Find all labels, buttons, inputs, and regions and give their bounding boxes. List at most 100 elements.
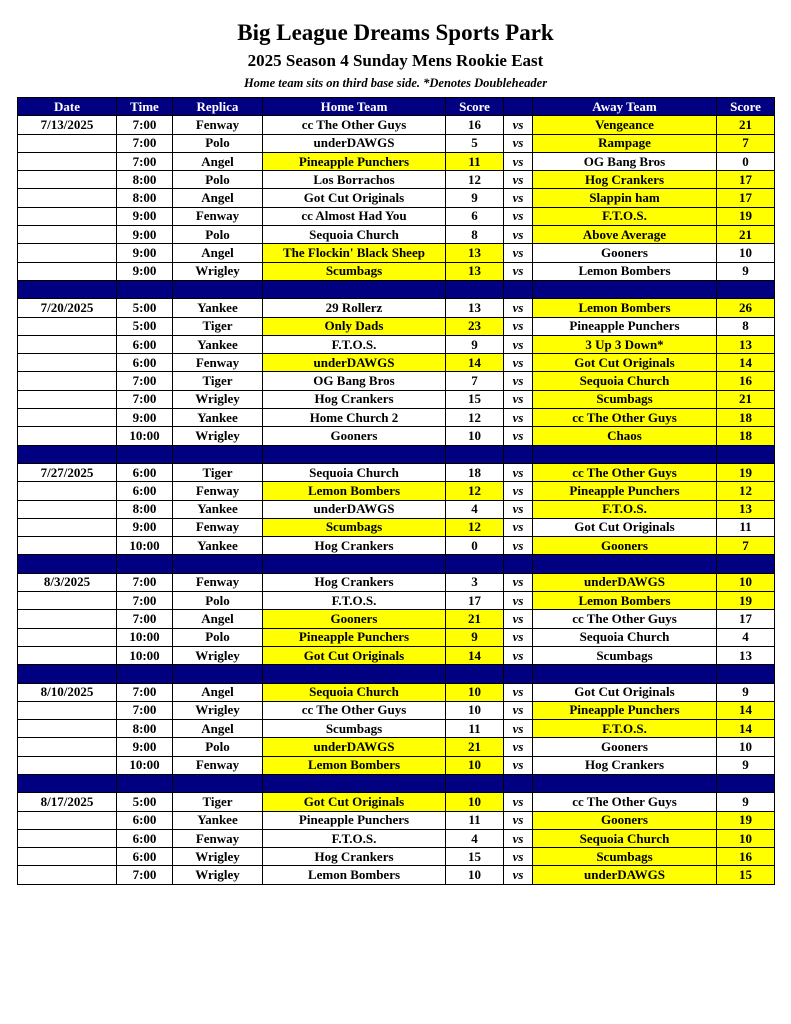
home-team-cell: underDAWGS: [262, 499, 446, 519]
separator-cell: [17, 554, 117, 574]
time-cell: 8:00: [116, 719, 173, 739]
time-cell: 6:00: [116, 462, 173, 483]
time-cell: 7:00: [116, 609, 173, 629]
away-team-cell: Sequoia Church: [532, 371, 717, 391]
separator-cell: [116, 444, 173, 464]
replica-cell: Fenway: [172, 353, 263, 373]
away-score-cell: 10: [716, 243, 775, 263]
home-score-cell: 15: [445, 389, 504, 410]
table-row: 10:00 Wrigley Got Cut Originals 14 vs Scumbag…: [17, 645, 775, 666]
away-team-cell: cc The Other Guys: [532, 408, 717, 428]
home-score-cell: 4: [445, 828, 504, 849]
table-row: 6:00 Fenway F.T.O.S. 4 vs Sequoia Church 10: [17, 828, 775, 849]
time-cell: 10:00: [116, 755, 173, 775]
vs-cell: vs: [503, 115, 533, 135]
home-score-cell: 16: [445, 115, 504, 135]
away-team-cell: Slappin ham: [532, 188, 717, 208]
table-row: 9:00 Wrigley Scumbags 13 vs Lemon Bombers 9: [17, 261, 775, 281]
date-cell: [17, 389, 117, 410]
home-team-cell: Pineapple Punchers: [262, 627, 446, 647]
away-score-cell: 17: [716, 188, 775, 208]
time-cell: 9:00: [116, 408, 173, 428]
replica-cell: Angel: [172, 719, 263, 739]
replica-cell: Fenway: [172, 755, 263, 775]
away-team-cell: underDAWGS: [532, 572, 717, 593]
vs-cell: vs: [503, 133, 533, 153]
date-cell: [17, 847, 117, 867]
time-cell: 10:00: [116, 426, 173, 446]
date-cell: [17, 188, 117, 208]
table-row: 7:00 Tiger OG Bang Bros 7 vs Sequoia Church 16: [17, 371, 775, 391]
time-cell: 8:00: [116, 499, 173, 519]
away-team-cell: Got Cut Originals: [532, 517, 717, 538]
away-score-cell: 11: [716, 517, 775, 538]
home-team-cell: Sequoia Church: [262, 682, 446, 702]
separator-cell: [17, 773, 117, 794]
table-row: 7/27/2025 6:00 Tiger Sequoia Church 18 vs cc T…: [17, 462, 775, 483]
away-team-cell: Chaos: [532, 426, 717, 446]
vs-cell: vs: [503, 810, 533, 830]
home-team-cell: underDAWGS: [262, 353, 446, 373]
home-team-cell: cc Almost Had You: [262, 206, 446, 227]
date-cell: [17, 536, 117, 556]
replica-cell: Yankee: [172, 810, 263, 830]
home-score-cell: 10: [445, 682, 504, 702]
table-row: 7:00 Angel Gooners 21 vs cc The Other Guys 17: [17, 609, 775, 629]
away-team-cell: cc The Other Guys: [532, 792, 717, 812]
home-team-cell: The Flockin' Black Sheep: [262, 243, 446, 263]
separator-cell: [503, 664, 533, 684]
vs-cell: vs: [503, 719, 533, 739]
replica-cell: Wrigley: [172, 261, 263, 281]
table-row: 9:00 Fenway Scumbags 12 vs Got Cut Originals 1…: [17, 517, 775, 538]
away-score-cell: 9: [716, 261, 775, 281]
table-row: 10:00 Wrigley Gooners 10 vs Chaos 18: [17, 426, 775, 446]
separator-cell: [172, 773, 263, 794]
date-cell: [17, 151, 117, 172]
table-row: 6:00 Yankee F.T.O.S. 9 vs 3 Up 3 Down* 13: [17, 334, 775, 355]
week-separator: [17, 664, 775, 684]
column-header: [503, 96, 533, 117]
separator-cell: [172, 664, 263, 684]
replica-cell: Wrigley: [172, 847, 263, 867]
replica-cell: Yankee: [172, 536, 263, 556]
home-team-cell: Hog Crankers: [262, 389, 446, 410]
away-team-cell: Rampage: [532, 133, 717, 153]
away-team-cell: OG Bang Bros: [532, 151, 717, 172]
table-row: 10:00 Polo Pineapple Punchers 9 vs Sequoia Ch…: [17, 627, 775, 647]
table-row: 7:00 Polo underDAWGS 5 vs Rampage 7: [17, 133, 775, 153]
home-team-cell: Lemon Bombers: [262, 481, 446, 501]
away-score-cell: 13: [716, 334, 775, 355]
table-row: 7:00 Polo F.T.O.S. 17 vs Lemon Bombers 19: [17, 591, 775, 611]
home-team-cell: Los Borrachos: [262, 170, 446, 190]
away-score-cell: 7: [716, 133, 775, 153]
away-team-cell: Scumbags: [532, 389, 717, 410]
away-score-cell: 14: [716, 353, 775, 373]
time-cell: 5:00: [116, 792, 173, 812]
replica-cell: Yankee: [172, 408, 263, 428]
away-team-cell: Pineapple Punchers: [532, 481, 717, 501]
date-cell: [17, 591, 117, 611]
home-team-cell: Hog Crankers: [262, 536, 446, 556]
away-score-cell: 16: [716, 371, 775, 391]
time-cell: 5:00: [116, 316, 173, 336]
time-cell: 7:00: [116, 151, 173, 172]
away-team-cell: underDAWGS: [532, 865, 717, 885]
replica-cell: Fenway: [172, 572, 263, 593]
separator-cell: [17, 279, 117, 300]
vs-cell: vs: [503, 353, 533, 373]
home-team-cell: Pineapple Punchers: [262, 151, 446, 172]
time-cell: 10:00: [116, 627, 173, 647]
date-cell: [17, 243, 117, 263]
home-score-cell: 23: [445, 316, 504, 336]
away-score-cell: 0: [716, 151, 775, 172]
separator-cell: [17, 664, 117, 684]
table-row: 6:00 Fenway underDAWGS 14 vs Got Cut Original…: [17, 353, 775, 373]
week-separator: [17, 773, 775, 794]
home-score-cell: 13: [445, 243, 504, 263]
away-team-cell: Gooners: [532, 243, 717, 263]
separator-cell: [172, 554, 263, 574]
column-header: Away Team: [532, 96, 717, 117]
home-score-cell: 11: [445, 719, 504, 739]
separator-cell: [532, 554, 717, 574]
home-team-cell: F.T.O.S.: [262, 591, 446, 611]
